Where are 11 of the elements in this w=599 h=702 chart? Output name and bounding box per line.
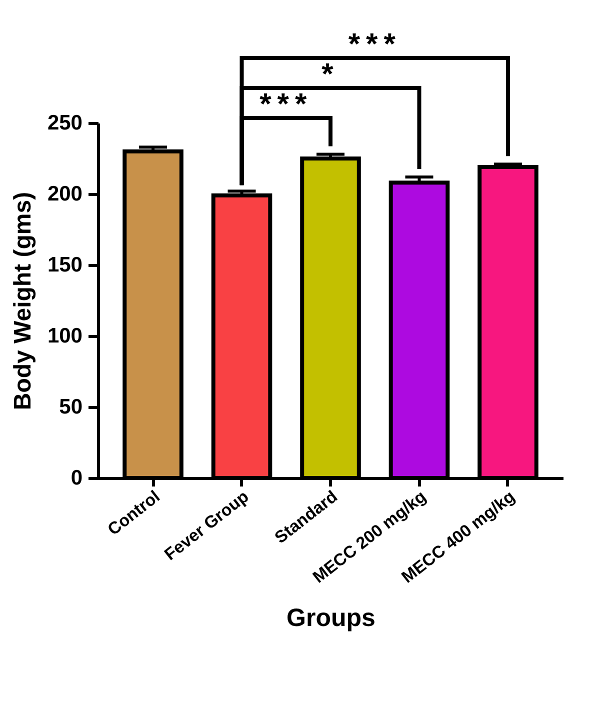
y-tick-label: 0 <box>70 466 82 490</box>
y-tick-label: 100 <box>47 324 82 348</box>
y-tick-label: 200 <box>47 182 82 206</box>
text: *** <box>348 28 402 61</box>
text: *** <box>260 88 313 121</box>
y-tick-label: 150 <box>47 254 82 276</box>
y-tick-label: 50 <box>59 396 82 418</box>
text: * <box>322 58 340 91</box>
x-axis-title: Groups <box>286 604 376 632</box>
y-tick-label: 250 <box>47 112 82 134</box>
y-axis-title: Body Weight (gms) <box>9 192 36 410</box>
